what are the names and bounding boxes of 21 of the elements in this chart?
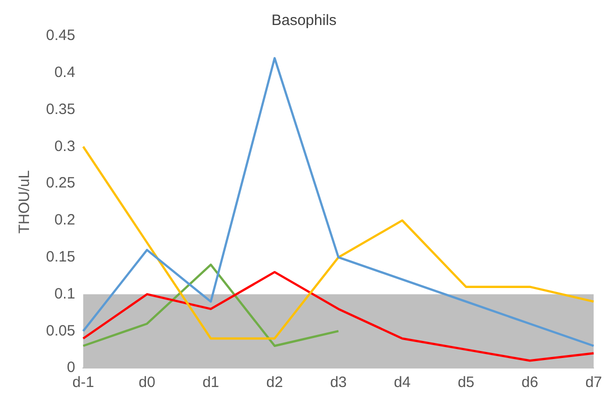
x-tick-label: d-1 bbox=[72, 374, 94, 392]
x-tick-label: d7 bbox=[585, 374, 602, 392]
y-tick-label: 0.2 bbox=[54, 212, 76, 229]
chart-title: Basophils bbox=[271, 12, 337, 30]
x-tick-label: d5 bbox=[458, 374, 474, 392]
x-tick-label: d1 bbox=[202, 374, 220, 392]
y-tick-label: 0.15 bbox=[46, 248, 76, 266]
y-tick-label: 0.4 bbox=[54, 64, 76, 82]
y-tick-label: 0.1 bbox=[54, 285, 76, 302]
y-tick-label: 0.05 bbox=[46, 322, 76, 340]
y-tick-label: 0.25 bbox=[46, 174, 76, 192]
x-tick-label: d3 bbox=[330, 374, 347, 392]
y-tick-label: 0.3 bbox=[54, 138, 76, 155]
y-tick-label: 0.35 bbox=[46, 100, 76, 118]
y-tick-label: 0.45 bbox=[46, 27, 76, 44]
x-tick-label: d2 bbox=[266, 374, 283, 392]
y-axis-title: THOU/uL bbox=[16, 170, 34, 234]
y-tick-label: 0 bbox=[66, 359, 76, 376]
x-tick-label: d4 bbox=[394, 374, 411, 392]
x-tick-label: d0 bbox=[138, 374, 156, 392]
x-tick-label: d6 bbox=[522, 374, 538, 392]
